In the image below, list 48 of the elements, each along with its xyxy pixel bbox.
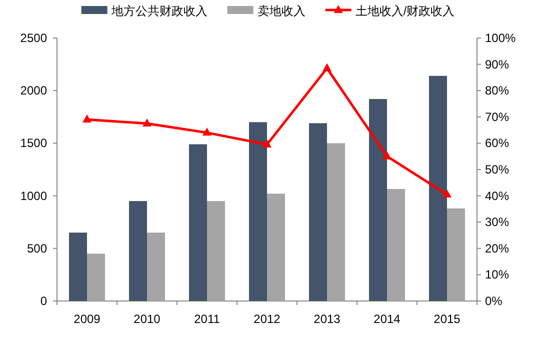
bar bbox=[249, 122, 267, 301]
bar bbox=[327, 143, 345, 301]
y-tick-label: 2000 bbox=[20, 84, 48, 98]
bar bbox=[207, 201, 225, 301]
bar bbox=[309, 123, 327, 301]
y-tick-label: 1500 bbox=[20, 136, 48, 150]
bar bbox=[129, 201, 147, 301]
bar bbox=[387, 188, 405, 301]
bar bbox=[429, 76, 447, 301]
y2-tick-label: 30% bbox=[485, 215, 510, 230]
bar bbox=[189, 144, 207, 301]
x-tick-label: 2009 bbox=[74, 312, 101, 326]
bar bbox=[447, 208, 465, 301]
y2-tick-label: 80% bbox=[485, 84, 510, 98]
x-tick-label: 2012 bbox=[254, 312, 281, 326]
bar bbox=[87, 254, 105, 301]
y2-tick-label: 60% bbox=[485, 136, 510, 150]
bar bbox=[369, 99, 387, 301]
x-tick-label: 2014 bbox=[374, 312, 401, 326]
y2-tick-label: 0% bbox=[485, 294, 503, 308]
point bbox=[262, 140, 272, 148]
point bbox=[442, 189, 452, 198]
y2-tick-label: 70% bbox=[485, 110, 510, 124]
legend-label: 地方公共财政收入 bbox=[110, 4, 208, 18]
point bbox=[322, 63, 332, 72]
x-tick-label: 2013 bbox=[314, 312, 341, 326]
y2-tick-label: 100% bbox=[485, 31, 516, 45]
bar bbox=[267, 194, 285, 301]
y-tick-label: 500 bbox=[26, 241, 48, 256]
point bbox=[142, 118, 152, 126]
point bbox=[382, 151, 392, 160]
y2-tick-label: 50% bbox=[485, 162, 510, 176]
y2-tick-label: 40% bbox=[485, 188, 510, 203]
y-tick-label: 1000 bbox=[20, 188, 48, 203]
x-tick-label: 2011 bbox=[194, 312, 220, 326]
y-tick-label: 2500 bbox=[20, 31, 48, 45]
y2-tick-label: 90% bbox=[485, 57, 510, 72]
point bbox=[202, 128, 212, 136]
y2-tick-label: 10% bbox=[485, 268, 510, 282]
bar bbox=[147, 232, 165, 301]
y2-tick-label: 20% bbox=[485, 241, 510, 256]
x-tick-label: 2010 bbox=[134, 312, 161, 326]
point bbox=[82, 114, 92, 123]
bar bbox=[69, 232, 87, 301]
y-tick-label: 0 bbox=[40, 294, 48, 308]
legend-label: 卖地收入 bbox=[257, 4, 306, 18]
x-tick-label: 2015 bbox=[434, 312, 461, 326]
legend-label: 土地收入/财政收入 bbox=[355, 4, 455, 18]
